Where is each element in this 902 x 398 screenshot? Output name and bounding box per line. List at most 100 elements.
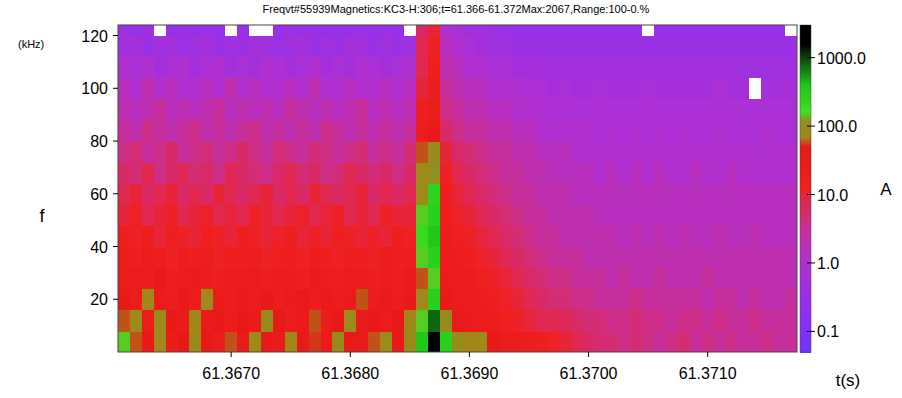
cell: [666, 78, 679, 100]
cell: [404, 78, 417, 100]
cell: [142, 57, 155, 79]
cell: [273, 57, 286, 79]
cell: [285, 162, 298, 184]
cell: [642, 289, 655, 311]
cell: [428, 25, 441, 36]
cell: [404, 120, 417, 142]
cell: [321, 25, 334, 36]
cell: [297, 36, 310, 58]
cell: [404, 25, 417, 36]
cell: [475, 268, 488, 290]
cell: [332, 78, 345, 100]
cell: [452, 183, 465, 205]
cell: [440, 120, 453, 142]
cell: [321, 78, 334, 100]
cell: [118, 225, 131, 247]
cell: [452, 331, 465, 352]
cell: [749, 162, 762, 184]
cell: [428, 183, 441, 205]
cell: [487, 99, 500, 121]
cell: [344, 99, 357, 121]
cell: [368, 99, 381, 121]
cell: [535, 141, 548, 163]
cell: [714, 204, 727, 226]
cell: [237, 331, 250, 352]
cell: [273, 162, 286, 184]
colorbar-tick-label: 0.1: [817, 323, 839, 340]
cell: [213, 120, 226, 142]
cell: [309, 289, 322, 311]
cell: [678, 183, 691, 205]
cell: [523, 331, 536, 352]
cell: [618, 268, 631, 290]
cell: [773, 225, 786, 247]
cell: [452, 78, 465, 100]
cell: [487, 331, 500, 352]
cell: [118, 162, 131, 184]
cell: [356, 225, 369, 247]
cell: [392, 162, 405, 184]
cell: [416, 57, 429, 79]
cell: [440, 268, 453, 290]
y-tick-label: 20: [90, 291, 108, 308]
cell: [166, 225, 179, 247]
cell: [702, 247, 715, 269]
cell: [225, 162, 238, 184]
cell: [297, 78, 310, 100]
cell: [606, 120, 619, 142]
cell: [356, 247, 369, 269]
cell: [428, 120, 441, 142]
cell: [416, 183, 429, 205]
cell: [499, 57, 512, 79]
cell: [261, 183, 274, 205]
cell: [285, 225, 298, 247]
cell: [630, 36, 643, 58]
cell: [785, 141, 797, 163]
cell: [201, 36, 214, 58]
cell: [559, 225, 572, 247]
cell: [702, 141, 715, 163]
cell: [773, 57, 786, 79]
cell: [571, 25, 584, 36]
cell: [499, 289, 512, 311]
cell: [702, 57, 715, 79]
cell: [678, 57, 691, 79]
cell: [166, 183, 179, 205]
cell: [321, 204, 334, 226]
cell: [654, 25, 667, 36]
cell: [594, 36, 607, 58]
cell: [297, 331, 310, 352]
x-tick-label: 61.3680: [321, 365, 379, 382]
cell: [201, 57, 214, 79]
cell: [189, 120, 202, 142]
cell: [225, 25, 238, 36]
cell: [511, 57, 524, 79]
cell: [618, 225, 631, 247]
cell: [130, 268, 143, 290]
cell: [166, 204, 179, 226]
cell: [642, 99, 655, 121]
y-tick: [113, 141, 118, 142]
cell: [761, 120, 774, 142]
cell: [154, 78, 167, 100]
cell: [249, 141, 262, 163]
cell: [309, 36, 322, 58]
cell: [642, 78, 655, 100]
cell: [428, 99, 441, 121]
cell: [404, 141, 417, 163]
cell: [714, 247, 727, 269]
cell: [201, 183, 214, 205]
cell: [309, 204, 322, 226]
cell: [285, 289, 298, 311]
cell: [118, 268, 131, 290]
cell: [249, 331, 262, 352]
title: Freqvt#55939Magnetics:KC3-H:306;t=61.366…: [263, 3, 650, 15]
cell: [154, 57, 167, 79]
cell: [332, 99, 345, 121]
cell: [380, 247, 393, 269]
cell: [678, 310, 691, 332]
cell: [690, 36, 703, 58]
cell: [201, 25, 214, 36]
cell: [452, 57, 465, 79]
cell: [594, 57, 607, 79]
